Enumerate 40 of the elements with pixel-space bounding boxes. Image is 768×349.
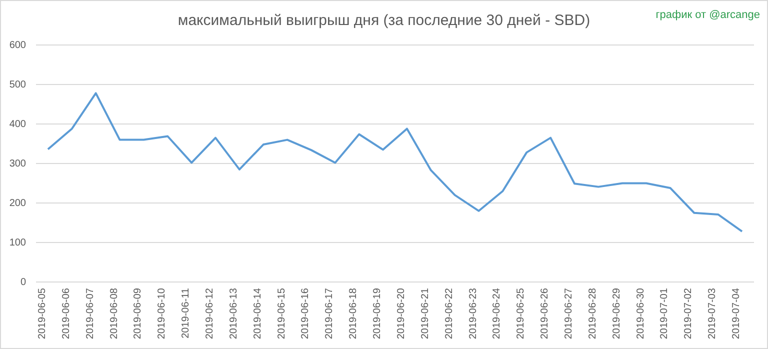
- x-tick-label: 2019-06-24: [492, 288, 503, 340]
- x-tick-label: 2019-06-23: [468, 288, 479, 340]
- x-tick-label: 2019-06-29: [611, 288, 622, 340]
- x-tick-label: 2019-06-06: [60, 288, 72, 340]
- x-tick-label: 2019-06-14: [252, 288, 264, 340]
- x-tick-label: 2019-07-02: [683, 288, 694, 340]
- x-tick-label: 2019-06-21: [420, 288, 431, 340]
- x-tick-label: 2019-06-11: [180, 288, 192, 338]
- x-tick-label: 2019-06-08: [108, 288, 120, 340]
- x-tick-label: 2019-06-13: [228, 288, 240, 340]
- x-tick-label: 2019-06-27: [564, 288, 574, 340]
- x-tick-label: 2019-06-15: [276, 288, 288, 340]
- x-tick-label: 2019-06-05: [36, 288, 48, 340]
- y-tick-label: 100: [9, 238, 26, 249]
- x-tick-label: 2019-06-28: [587, 288, 598, 340]
- x-tick-label: 2019-07-03: [707, 288, 718, 340]
- y-tick-label: 400: [9, 119, 26, 130]
- x-tick-label: 2019-06-25: [516, 288, 527, 340]
- x-tick-label: 2019-06-19: [372, 288, 384, 340]
- y-tick-label: 500: [9, 80, 26, 91]
- x-tick-label: 2019-06-20: [396, 288, 407, 340]
- line-series: [46, 92, 744, 232]
- x-tick-label: 2019-06-10: [156, 288, 168, 340]
- x-tick-label: 2019-06-09: [132, 288, 144, 340]
- y-tick-label: 0: [20, 277, 26, 288]
- x-tick-label: 2019-06-12: [204, 288, 216, 340]
- y-tick-label: 600: [9, 40, 26, 52]
- x-tick-label: 2019-07-04: [731, 288, 742, 340]
- x-tick-label: 2019-06-18: [348, 288, 360, 340]
- x-tick-label: 2019-06-07: [84, 288, 96, 340]
- x-tick-label: 2019-06-22: [444, 288, 455, 340]
- x-tick-label: 2019-07-01: [659, 288, 670, 340]
- y-tick-label: 300: [9, 158, 26, 170]
- x-tick-label: 2019-06-17: [324, 288, 336, 340]
- text: график от @arcange: [656, 9, 760, 21]
- x-tick-label: 2019-06-16: [300, 288, 312, 340]
- x-tick-label: 2019-06-30: [635, 288, 646, 340]
- chart-title: максимальный выигрыш дня (за последние 30 дней - SBD): [178, 12, 590, 29]
- x-tick-label: 2019-06-26: [540, 288, 551, 340]
- y-tick-label: 200: [9, 198, 26, 210]
